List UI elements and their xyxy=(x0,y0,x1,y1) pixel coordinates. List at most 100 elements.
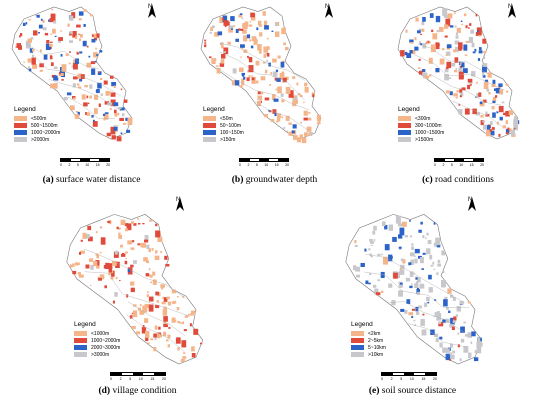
class-patch xyxy=(220,59,225,64)
class-patch xyxy=(171,289,176,294)
class-patch xyxy=(368,248,371,251)
class-patch xyxy=(436,30,440,33)
class-patch xyxy=(139,310,145,315)
class-patch xyxy=(131,312,134,315)
class-patch xyxy=(399,227,405,236)
class-patch xyxy=(155,230,161,238)
class-patch xyxy=(113,85,116,88)
class-patch xyxy=(105,90,110,96)
class-patch xyxy=(82,40,87,47)
class-patch xyxy=(434,312,438,317)
class-patch xyxy=(415,311,420,315)
class-patch xyxy=(455,68,458,70)
class-patch xyxy=(255,40,258,42)
class-patch xyxy=(32,64,38,69)
class-patch xyxy=(231,28,233,30)
class-patch xyxy=(402,259,406,264)
class-patch xyxy=(43,54,48,60)
class-patch xyxy=(370,244,373,246)
class-patch xyxy=(240,56,242,58)
class-patch xyxy=(85,264,90,269)
class-patch xyxy=(243,24,248,29)
class-patch xyxy=(411,49,416,54)
class-patch xyxy=(257,44,262,51)
class-patch xyxy=(474,48,477,52)
class-patch xyxy=(103,119,106,121)
class-patch xyxy=(191,353,196,358)
class-patch xyxy=(415,281,419,285)
class-patch xyxy=(485,111,488,115)
class-patch xyxy=(79,51,83,54)
legend-label: 2000~3000m xyxy=(91,344,121,351)
legend-swatch xyxy=(203,116,216,121)
class-patch xyxy=(491,106,495,110)
class-patch xyxy=(421,69,426,73)
legend-swatch xyxy=(398,123,411,128)
class-patch xyxy=(279,73,285,80)
class-patch xyxy=(241,72,245,76)
class-patch xyxy=(93,261,98,267)
legend-swatch xyxy=(398,137,411,142)
class-patch xyxy=(286,130,289,132)
class-patch xyxy=(20,33,23,37)
class-patch xyxy=(469,84,472,86)
class-patch xyxy=(317,121,321,125)
class-patch xyxy=(381,290,384,293)
class-patch xyxy=(282,77,287,83)
class-patch xyxy=(377,253,381,256)
class-patch xyxy=(482,64,487,73)
class-patch xyxy=(148,304,154,312)
class-patch xyxy=(292,95,296,99)
class-patch xyxy=(404,309,408,314)
class-patch xyxy=(50,13,56,22)
class-patch xyxy=(106,132,111,137)
class-patch xyxy=(370,255,373,258)
class-patch xyxy=(266,37,269,40)
class-patch xyxy=(435,15,441,23)
admin-boundary xyxy=(430,74,501,106)
class-patch xyxy=(414,258,418,264)
class-patch xyxy=(144,235,149,241)
class-patch xyxy=(247,70,249,73)
admin-boundary xyxy=(413,54,505,91)
class-patch xyxy=(405,29,408,33)
class-patch xyxy=(404,235,409,238)
class-patch xyxy=(445,18,451,27)
class-patch xyxy=(433,222,436,225)
admin-boundary xyxy=(408,323,466,348)
class-patch xyxy=(421,21,425,26)
class-patch xyxy=(447,13,453,19)
class-patch xyxy=(142,325,145,328)
class-patch xyxy=(446,307,449,310)
legend: Legend <1000m 1000~2000m 2000~3000m >300… xyxy=(74,321,120,358)
class-patch xyxy=(464,334,469,337)
class-patch xyxy=(31,57,36,65)
class-patch xyxy=(275,31,280,37)
class-patch xyxy=(87,102,90,104)
class-patch xyxy=(151,248,154,251)
class-patch xyxy=(411,283,413,286)
legend: Legend <2km 2~5km 5~10km >10km xyxy=(351,321,386,358)
class-patch xyxy=(126,223,132,231)
class-patch xyxy=(145,337,149,341)
class-patch xyxy=(405,277,411,282)
class-patch xyxy=(240,44,245,48)
class-patch xyxy=(416,289,420,294)
class-patch xyxy=(410,259,414,265)
class-patch xyxy=(467,332,472,338)
class-patch xyxy=(114,250,118,255)
class-patch xyxy=(280,93,284,97)
class-patch xyxy=(85,112,88,115)
class-patch xyxy=(384,244,390,251)
class-patch xyxy=(224,48,227,52)
class-patch xyxy=(506,90,509,93)
class-patch xyxy=(442,319,446,323)
class-patch xyxy=(155,223,158,227)
class-patch xyxy=(505,128,510,134)
admin-boundary xyxy=(83,248,186,299)
class-patch xyxy=(144,239,149,243)
class-patch xyxy=(130,287,135,293)
class-patch xyxy=(418,70,423,75)
class-patch xyxy=(483,51,487,54)
class-patch xyxy=(240,28,244,31)
